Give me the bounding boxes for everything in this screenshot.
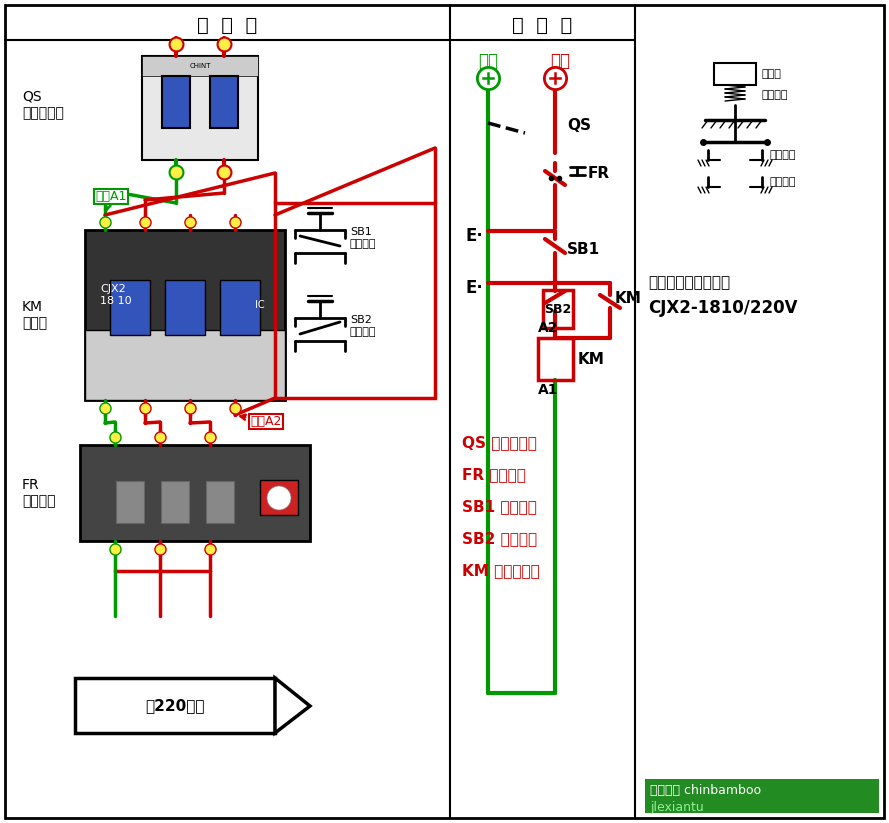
Bar: [275, 203, 435, 398]
Text: CJX2
18 10: CJX2 18 10: [100, 284, 132, 306]
Text: SB2
启动按钮: SB2 启动按钮: [350, 315, 377, 337]
Text: FR
热继电器: FR 热继电器: [22, 478, 55, 508]
Bar: [543, 290, 573, 328]
Text: SB1
停止按钮: SB1 停止按钮: [350, 227, 377, 249]
Text: SB2 启动按钮: SB2 启动按钮: [462, 532, 537, 546]
Bar: [538, 338, 573, 380]
Polygon shape: [275, 678, 310, 733]
Text: 火线: 火线: [550, 52, 570, 70]
Text: A2: A2: [538, 321, 558, 335]
Bar: [162, 76, 190, 128]
Bar: [110, 280, 150, 335]
Bar: [85, 230, 285, 400]
Text: CJX2-1810/220V: CJX2-1810/220V: [648, 299, 797, 317]
Text: CHINT: CHINT: [189, 63, 211, 69]
Text: 线圈A2: 线圈A2: [240, 415, 282, 428]
Text: 线圈A1: 线圈A1: [95, 190, 126, 210]
Bar: [645, 779, 879, 813]
Bar: [142, 56, 258, 76]
Bar: [714, 63, 756, 85]
Bar: [142, 56, 258, 160]
Text: KM: KM: [615, 291, 642, 305]
Text: 注：交流接触器选用: 注：交流接触器选用: [648, 276, 730, 291]
Bar: [75, 678, 275, 733]
Text: jlexiantu: jlexiantu: [650, 802, 704, 815]
Bar: [206, 481, 234, 523]
Text: KM 交流接触器: KM 交流接触器: [462, 564, 540, 579]
Text: 常开触头: 常开触头: [770, 177, 797, 187]
Text: 按钮帽: 按钮帽: [761, 69, 781, 79]
Text: SB1: SB1: [567, 241, 600, 257]
Text: A1: A1: [538, 383, 558, 397]
Text: FR: FR: [588, 165, 610, 180]
Bar: [260, 480, 298, 515]
Circle shape: [267, 486, 291, 510]
Bar: [85, 330, 285, 400]
Text: IC: IC: [255, 300, 265, 310]
Text: SB2: SB2: [544, 303, 572, 315]
Bar: [161, 481, 189, 523]
Text: 原  理  图: 原 理 图: [512, 16, 573, 35]
Text: 实  物  图: 实 物 图: [196, 16, 257, 35]
Bar: [116, 481, 144, 523]
Text: FR 热继电器: FR 热继电器: [462, 467, 526, 482]
Text: 常闭触头: 常闭触头: [770, 150, 797, 160]
Text: 接220电机: 接220电机: [145, 699, 204, 714]
Text: QS: QS: [567, 118, 591, 133]
Text: KM
接触器: KM 接触器: [22, 300, 47, 330]
Bar: [220, 280, 260, 335]
Text: QS
空气断路器: QS 空气断路器: [22, 90, 64, 120]
Text: 复位弹簧: 复位弹簧: [761, 90, 788, 100]
Bar: [165, 280, 205, 335]
Text: 百度知道 chinbamboo: 百度知道 chinbamboo: [650, 783, 761, 797]
Bar: [80, 445, 310, 541]
Text: E·: E·: [465, 279, 483, 297]
Bar: [210, 76, 238, 128]
Text: 零线: 零线: [478, 52, 498, 70]
Text: SB1 停止按钮: SB1 停止按钮: [462, 500, 537, 514]
Text: E·: E·: [465, 227, 483, 245]
Text: KM: KM: [578, 351, 605, 366]
Text: QS 空气断路器: QS 空气断路器: [462, 435, 537, 450]
